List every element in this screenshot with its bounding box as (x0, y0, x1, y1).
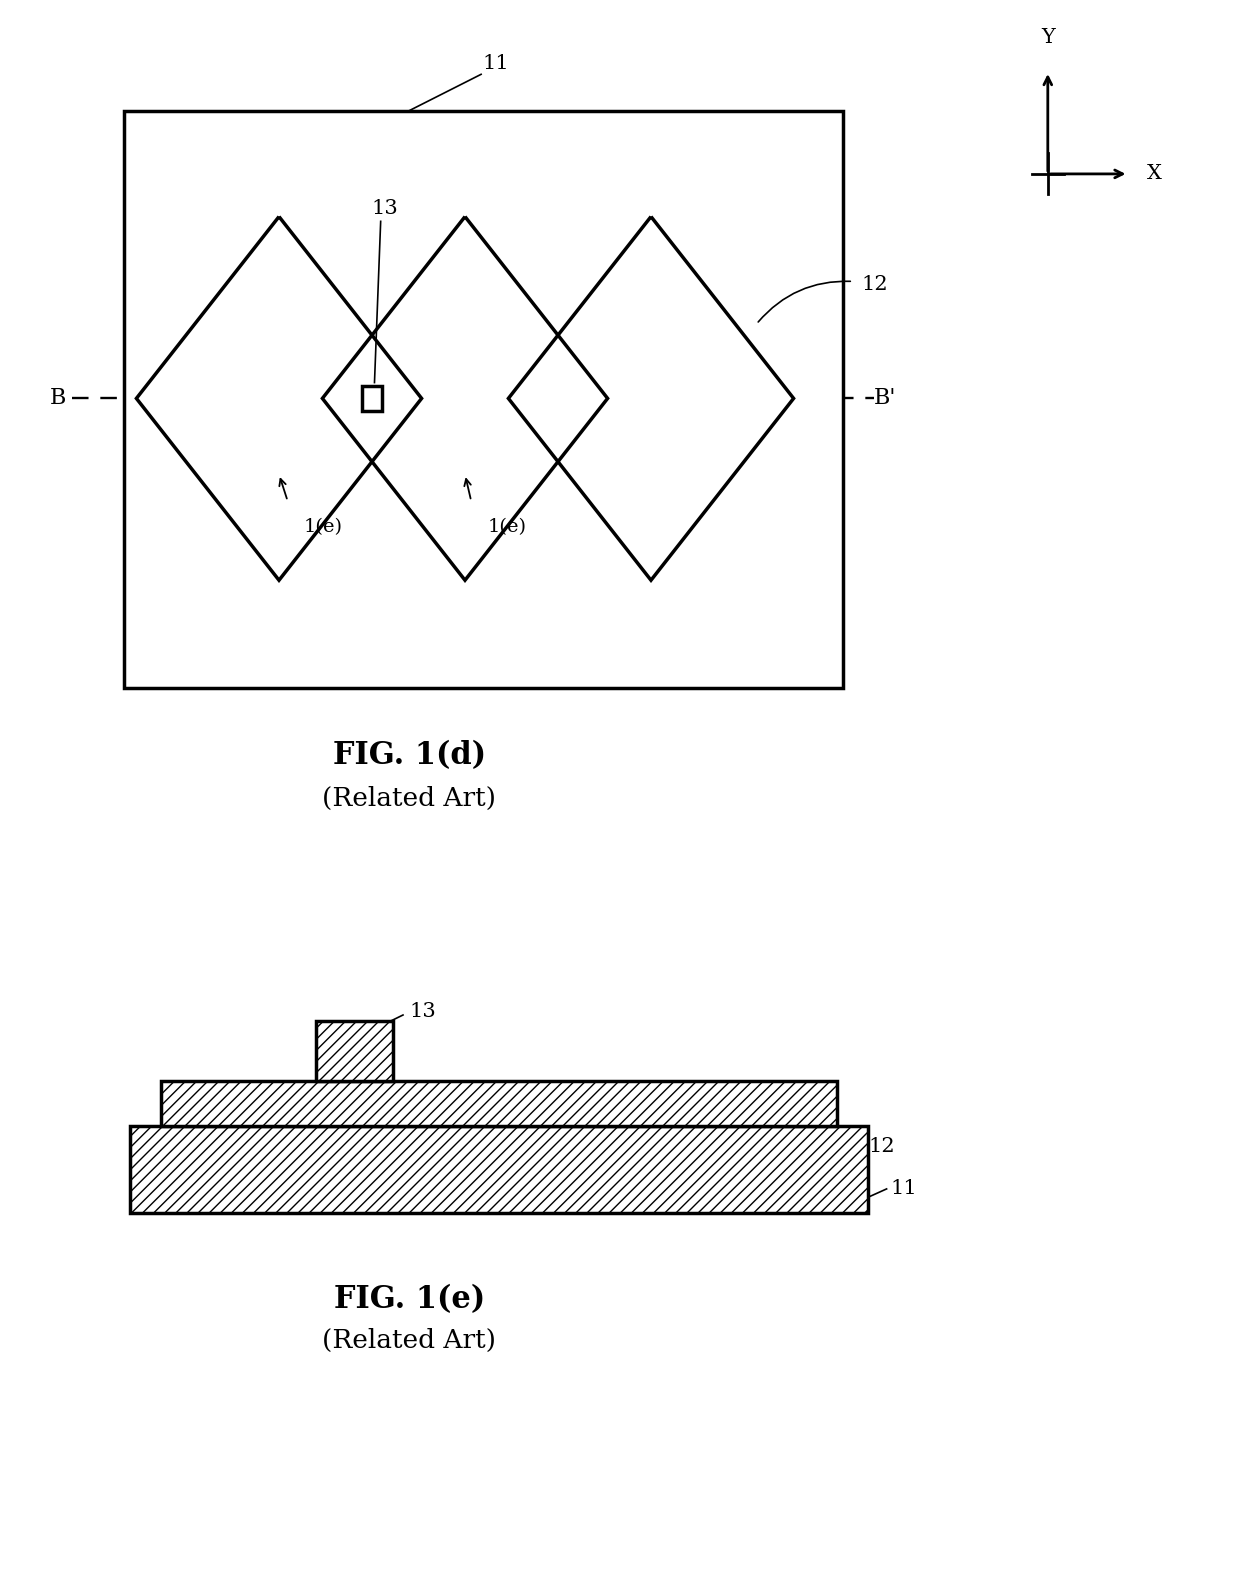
Text: (Related Art): (Related Art) (322, 1328, 496, 1353)
Text: B: B (50, 387, 66, 409)
Text: Y: Y (1040, 28, 1055, 47)
Text: 1(e): 1(e) (304, 519, 342, 536)
Bar (161, 1081, 837, 1126)
Bar (362, 386, 382, 411)
Text: 11: 11 (482, 54, 510, 73)
Text: 12: 12 (862, 275, 888, 294)
Text: 12: 12 (868, 1137, 894, 1156)
Text: 11: 11 (890, 1179, 918, 1198)
Text: 13: 13 (371, 199, 398, 218)
Text: X: X (1147, 164, 1162, 183)
Bar (124, 111, 843, 688)
Text: B': B' (874, 387, 897, 409)
Text: 13: 13 (409, 1002, 436, 1021)
Text: 1(e): 1(e) (487, 519, 526, 536)
Text: (Related Art): (Related Art) (322, 786, 496, 811)
Bar (130, 1126, 868, 1213)
Text: FIG. 1(d): FIG. 1(d) (332, 740, 486, 772)
Bar (316, 1021, 393, 1081)
Text: FIG. 1(e): FIG. 1(e) (334, 1284, 485, 1315)
